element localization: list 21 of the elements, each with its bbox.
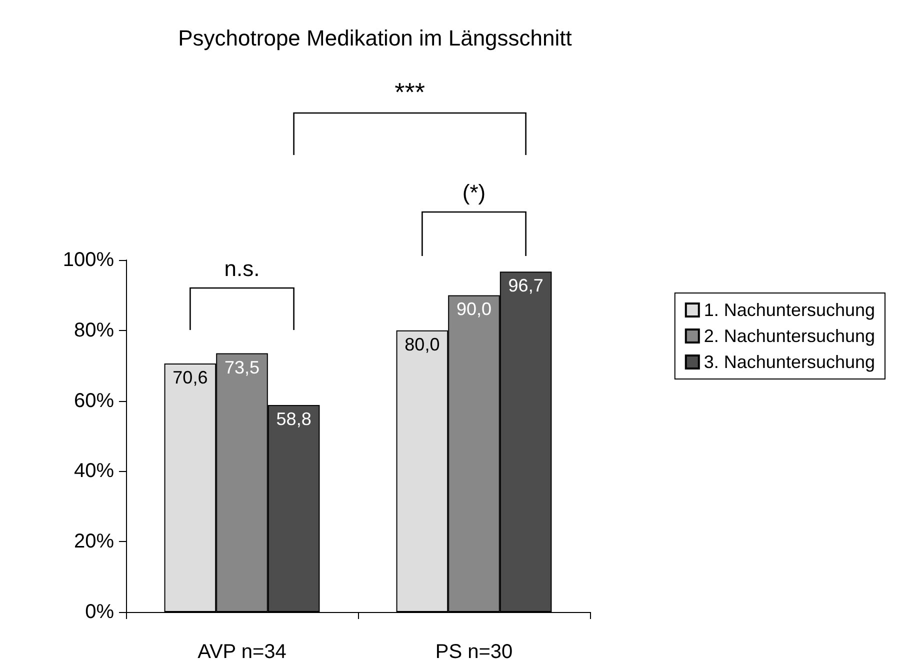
data-label: 96,7: [508, 276, 544, 296]
legend-label: 2. Nachuntersuchung: [704, 326, 876, 346]
y-tick-label: 40%: [74, 460, 114, 482]
data-label: 90,0: [456, 299, 492, 320]
data-label: 80,0: [404, 334, 440, 354]
annotation: n.s.: [224, 256, 260, 281]
data-label: 58,8: [276, 409, 312, 430]
x-tick-label: AVP n=34: [198, 641, 286, 663]
y-tick-label: 20%: [74, 530, 114, 553]
data-label: 73,5: [224, 357, 260, 378]
y-tick-label: 80%: [74, 319, 114, 342]
y-tick-label: 100%: [62, 249, 114, 271]
y-tick-label: 0%: [85, 601, 114, 623]
legend-label: 3. Nachuntersuchung: [704, 352, 876, 372]
x-tick-label: PS n=30: [435, 641, 513, 663]
chart-title: Psychotrope Medikation im Längsschnitt: [178, 26, 572, 50]
text: ***: [394, 77, 425, 107]
legend-label: 1. Nachuntersuchung: [704, 300, 876, 320]
y-tick-label: 60%: [74, 390, 114, 412]
text: (*): [462, 180, 486, 205]
data-label: 70,6: [172, 367, 208, 388]
